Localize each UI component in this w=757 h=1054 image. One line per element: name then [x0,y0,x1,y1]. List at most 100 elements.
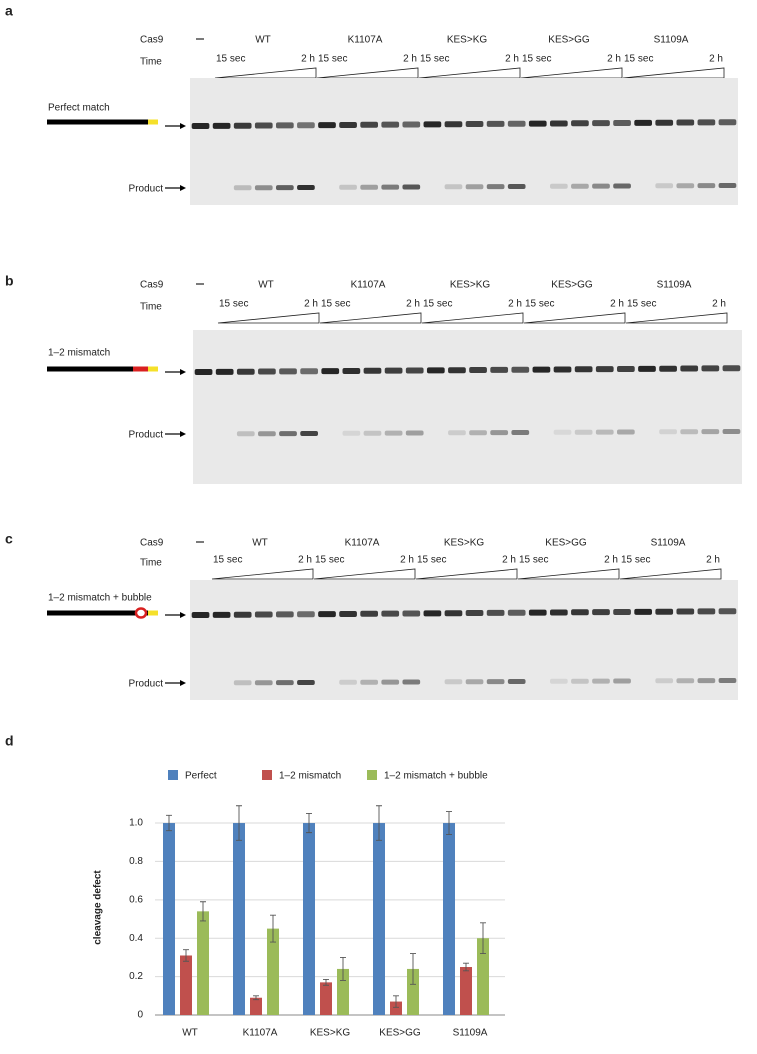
time-end: 2 h [709,54,723,65]
error-bar [270,914,276,943]
gel-band [318,122,336,129]
gel-band [233,680,252,686]
x-tick-label: WT [182,1028,198,1039]
gel-band [486,184,505,190]
x-tick-label: KES>GG [379,1028,421,1039]
substrate-label: 1–2 mismatch [48,348,110,359]
legend-swatch [367,770,377,780]
time-start: 15 sec [318,54,347,65]
time-start: 15 sec [627,299,656,310]
gel-band [405,367,424,374]
gel-band [486,609,505,616]
gel-band [490,430,509,436]
dna-mismatch [133,366,148,372]
gel-band [592,183,610,189]
gel-band [655,678,674,684]
gel-band [486,120,505,127]
gel [190,580,738,700]
gel-band [659,429,677,435]
dna-yellow [148,366,158,372]
gel-band [718,119,737,126]
gel-band [697,608,716,615]
product-label: Product [129,679,164,690]
gel-band [549,609,568,616]
time-wedge [622,67,725,79]
time-end: 2 h [403,54,417,65]
gel-band [275,122,294,129]
gel-band [595,429,614,435]
time-wedge [319,312,422,324]
group-name: KES>KG [450,280,491,291]
gel-band [676,119,695,126]
error-bar [236,805,242,841]
gel-band [297,680,315,685]
time-label: Time [140,302,162,313]
time-end: 2 h [712,299,726,310]
gel-band [465,121,484,128]
gel-band [465,610,484,617]
gel-band [339,121,357,128]
y-tick-label: 0.2 [129,971,143,982]
error-bar [166,814,172,832]
time-end: 2 h [610,299,624,310]
time-end: 2 h [298,555,312,566]
time-wedge [415,568,518,580]
cas9-label: Cas9 [140,538,164,549]
gel-band [718,608,737,615]
time-wedge [625,312,728,324]
gel-band [465,184,484,190]
gel-band [212,122,231,129]
gel-band [553,429,572,435]
y-tick-label: 0.6 [129,894,143,905]
y-tick-label: 0 [137,1010,143,1021]
gel-band [297,185,315,190]
error-bar [306,812,312,834]
gel-band [381,121,400,128]
arrow-head [180,431,186,437]
time-wedge [523,312,626,324]
time-start: 15 sec [621,555,650,566]
x-tick-label: K1107A [243,1028,278,1039]
gel-band [339,679,357,685]
gel-band [722,429,741,434]
gel-band [297,611,315,618]
panel-label: a [5,3,13,19]
gel-band [659,365,677,372]
panel-label: c [5,531,13,547]
group-name: WT [252,538,268,549]
gel-band [279,431,297,437]
legend-label: 1–2 mismatch + bubble [384,771,488,782]
gel-band [616,366,635,372]
legend-label: 1–2 mismatch [279,771,341,782]
bar [163,823,175,1015]
gel-band [254,122,273,129]
bar [267,928,279,1015]
gel-band [300,368,319,375]
group-name: WT [255,35,271,46]
gel-band [722,365,741,372]
substrate-label: 1–2 mismatch + bubble [48,593,152,604]
gel-band [571,183,589,189]
gel-band [258,368,276,375]
panel-label: b [5,273,14,289]
error-bar [410,953,416,985]
bar [180,955,192,1015]
time-end: 2 h [706,555,720,566]
gel-band [402,610,421,617]
gel-band [701,429,720,435]
y-axis-title: cleavage defect [93,870,104,945]
bar [233,823,245,1015]
group-name: WT [258,280,274,291]
gel-band [549,120,568,127]
gel-band [258,431,276,437]
dna-black [47,610,148,616]
time-wedge [520,67,623,79]
arrow-head [180,185,186,191]
gel-band [444,610,463,617]
arrow-head [180,680,186,686]
time-start: 15 sec [213,555,242,566]
gel-band [191,612,210,618]
time-wedge [313,568,416,580]
cas9-label: Cas9 [140,35,164,46]
gel-band [339,610,357,617]
